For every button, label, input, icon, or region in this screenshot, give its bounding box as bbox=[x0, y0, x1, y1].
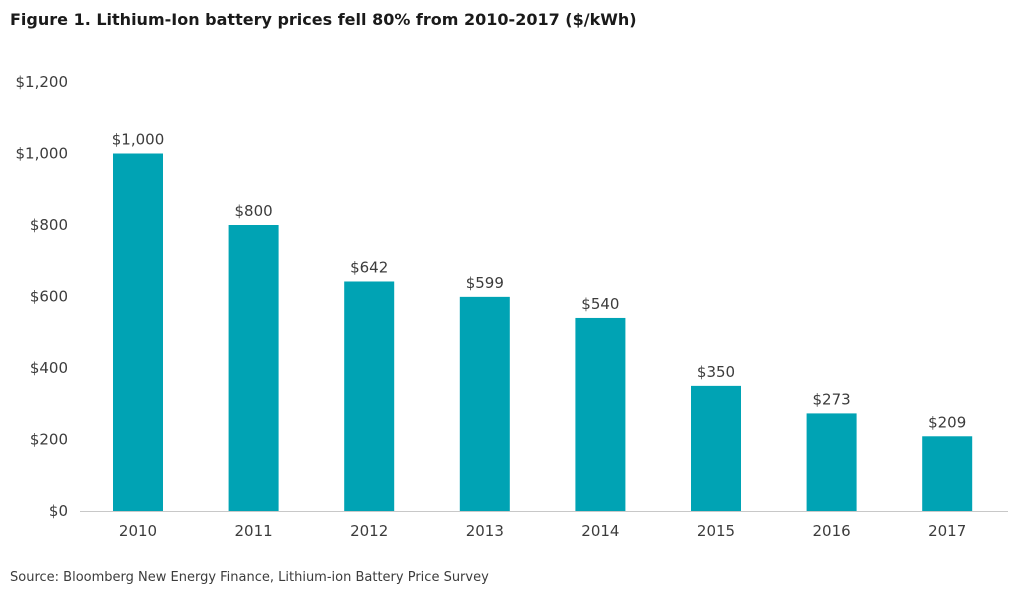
source-note: Source: Bloomberg New Energy Finance, Li… bbox=[10, 570, 489, 585]
bar-value-label: $209 bbox=[928, 413, 966, 431]
bar-value-label: $273 bbox=[813, 390, 851, 408]
y-axis-ticks: $0 $200 $400 $600 $800 $1,000 $1,200 bbox=[16, 73, 69, 520]
x-tick-label: 2016 bbox=[813, 522, 851, 540]
bar-value-label: $1,000 bbox=[112, 131, 165, 149]
y-tick-label: $0 bbox=[49, 502, 68, 520]
bar-2012 bbox=[344, 281, 395, 511]
bar-2014 bbox=[575, 317, 626, 511]
bar-value-labels: $1,000 $800 $642 $599 $540 $350 $273 $209 bbox=[112, 131, 967, 432]
y-tick-label: $600 bbox=[30, 288, 68, 306]
x-tick-label: 2012 bbox=[350, 522, 388, 540]
x-tick-label: 2010 bbox=[119, 522, 157, 540]
x-tick-label: 2014 bbox=[581, 522, 619, 540]
x-tick-label: 2013 bbox=[466, 522, 504, 540]
x-axis-labels: 2010 2011 2012 2013 2014 2015 2016 2017 bbox=[119, 522, 966, 540]
x-tick-label: 2011 bbox=[235, 522, 273, 540]
y-tick-label: $200 bbox=[30, 431, 68, 449]
bar-value-label: $642 bbox=[350, 258, 388, 276]
bar-value-label: $350 bbox=[697, 363, 735, 381]
bar-2016 bbox=[806, 413, 857, 511]
x-tick-label: 2017 bbox=[928, 522, 966, 540]
bar-value-label: $800 bbox=[235, 202, 273, 220]
bar-2013 bbox=[459, 296, 510, 511]
y-tick-label: $800 bbox=[30, 216, 68, 234]
bar-value-label: $599 bbox=[466, 274, 504, 292]
chart-title: Figure 1. Lithium-Ion battery prices fel… bbox=[10, 10, 637, 29]
x-tick-label: 2015 bbox=[697, 522, 735, 540]
y-tick-label: $400 bbox=[30, 359, 68, 377]
bars-group bbox=[113, 153, 973, 511]
bar-2010 bbox=[113, 153, 163, 511]
y-tick-label: $1,000 bbox=[16, 145, 69, 163]
y-tick-label: $1,200 bbox=[16, 73, 69, 91]
bar-2011 bbox=[228, 225, 279, 511]
bar-2017 bbox=[922, 436, 973, 511]
bar-value-label: $540 bbox=[581, 295, 619, 313]
bar-2015 bbox=[691, 385, 741, 511]
